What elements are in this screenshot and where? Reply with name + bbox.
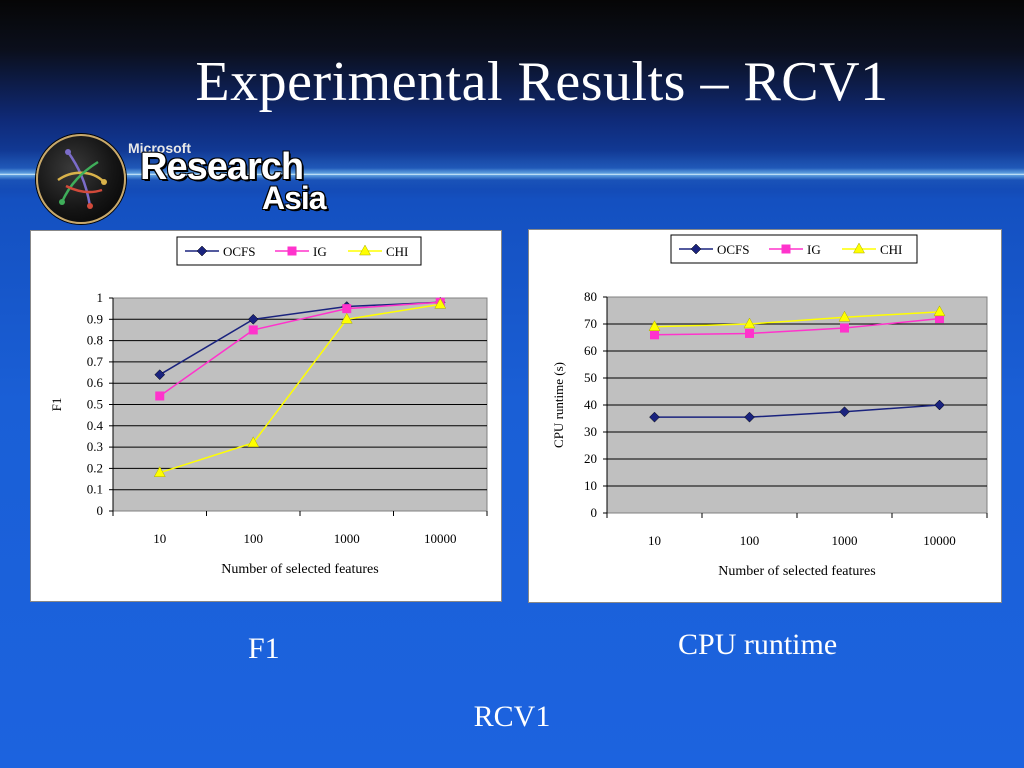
series-line-ig (159, 301, 441, 397)
data-point-chi (933, 305, 946, 317)
caption-f1: F1 (248, 632, 280, 665)
series-line-chi (159, 303, 441, 474)
msr-asia-logo: Microsoft Research Asia (36, 134, 356, 224)
legend-marker-ig (287, 246, 297, 256)
legend-marker-ocfs (196, 245, 208, 257)
legend-marker-ig (781, 244, 791, 254)
data-point-chi (743, 317, 756, 329)
legend-label-chi: CHI (880, 242, 902, 257)
chart-legend: OCFS IG CHI (670, 234, 918, 264)
slide-title: Experimental Results – RCV1 (195, 51, 889, 113)
series-chi (648, 305, 946, 331)
x-tick-label: 10000 (923, 533, 956, 548)
x-axis-label: Number of selected features (221, 562, 378, 577)
y-tick-label: 0 (591, 505, 598, 520)
y-tick-label: 0.1 (87, 482, 103, 497)
data-point-ig (155, 391, 165, 401)
y-axis-label: CPU runtime (s) (551, 362, 566, 448)
series-ig (650, 314, 944, 340)
data-point-ig (342, 304, 352, 314)
logo-text-research: Research (140, 146, 304, 188)
caption-dataset: RCV1 (473, 700, 551, 733)
data-point-chi (340, 312, 353, 324)
y-tick-label: 40 (584, 397, 597, 412)
x-tick-label: 10000 (424, 531, 457, 546)
legend-marker-chi (359, 244, 371, 256)
legend-label-ocfs: OCFS (717, 242, 750, 257)
caption-cpu-runtime: CPU runtime (678, 628, 838, 661)
data-point-chi (247, 436, 260, 448)
data-point-chi (838, 310, 851, 322)
data-point-ocfs (247, 313, 259, 325)
series-chi (153, 297, 447, 477)
y-tick-label: 0.5 (87, 397, 103, 412)
data-point-chi (434, 297, 447, 309)
logo-text-asia: Asia (262, 180, 327, 216)
y-tick-label: 0 (97, 503, 104, 518)
data-point-ig (248, 325, 258, 335)
x-tick-label: 1000 (832, 533, 858, 548)
x-tick-label: 1000 (334, 531, 360, 546)
y-tick-label: 60 (584, 343, 597, 358)
y-tick-label: 0.9 (87, 311, 103, 326)
y-tick-label: 20 (584, 451, 597, 466)
series-ocfs (649, 399, 945, 423)
data-point-chi (648, 320, 661, 331)
y-tick-label: 0.6 (87, 375, 104, 390)
legend-label-ocfs: OCFS (223, 244, 256, 259)
y-tick-label: 0.8 (87, 333, 103, 348)
legend-label-ig: IG (807, 242, 821, 257)
data-point-ig (745, 328, 754, 338)
data-point-ig (840, 323, 849, 333)
y-tick-label: 80 (584, 289, 597, 304)
y-tick-label: 1 (97, 290, 104, 305)
legend-marker-ocfs (690, 243, 702, 255)
x-tick-label: 10 (648, 533, 661, 548)
cpu-runtime-chart: OCFS IG CHI 0 10 20 30 40 50 60 70 80 10 100 1000 10000… (551, 234, 988, 579)
f1-chart: OCFS IG CHI 0 0.1 0.2 0.3 0.4 0.5 0.6 0.7 0.8 0.9 1 10… (49, 236, 488, 577)
y-tick-label: 70 (584, 316, 597, 331)
data-point-chi (153, 466, 166, 477)
y-tick-label: 0.7 (87, 354, 104, 369)
x-tick-label: 100 (740, 533, 760, 548)
f1-chart-panel: OCFS IG CHI 0 0.1 0.2 0.3 0.4 0.5 0.6 0.7 0.8 0.9 1 10… (30, 230, 502, 602)
cpu-runtime-chart-panel: OCFS IG CHI 0 10 20 30 40 50 60 70 80 10 100 1000 10000… (528, 229, 1002, 603)
series-line-chi (654, 311, 940, 328)
y-tick-label: 10 (584, 478, 597, 493)
legend-label-ig: IG (313, 244, 327, 259)
data-point-ocfs (839, 406, 850, 418)
legend-label-chi: CHI (386, 244, 408, 259)
series-line-ocfs (654, 404, 940, 418)
data-point-ocfs (934, 399, 945, 411)
series-line-ig (654, 317, 940, 336)
y-tick-label: 0.2 (87, 460, 103, 475)
y-tick-label: 0.3 (87, 439, 103, 454)
data-point-ocfs (744, 411, 755, 423)
y-tick-label: 0.4 (87, 418, 104, 433)
series-line-ocfs (159, 301, 441, 376)
data-point-ig (650, 330, 659, 340)
x-tick-label: 100 (244, 531, 264, 546)
logo-text-microsoft: Microsoft (128, 140, 191, 156)
y-tick-label: 50 (584, 370, 597, 385)
x-tick-label: 10 (153, 531, 166, 546)
x-axis-label: Number of selected features (718, 564, 875, 579)
data-point-ocfs (649, 411, 660, 423)
chart-legend: OCFS IG CHI (176, 236, 422, 266)
y-tick-label: 30 (584, 424, 597, 439)
logo-emblem-icon (36, 134, 126, 224)
data-point-ocfs (154, 369, 166, 381)
header-light-streak (0, 168, 1024, 180)
legend-marker-chi (853, 242, 865, 254)
y-axis-label: F1 (49, 398, 64, 412)
